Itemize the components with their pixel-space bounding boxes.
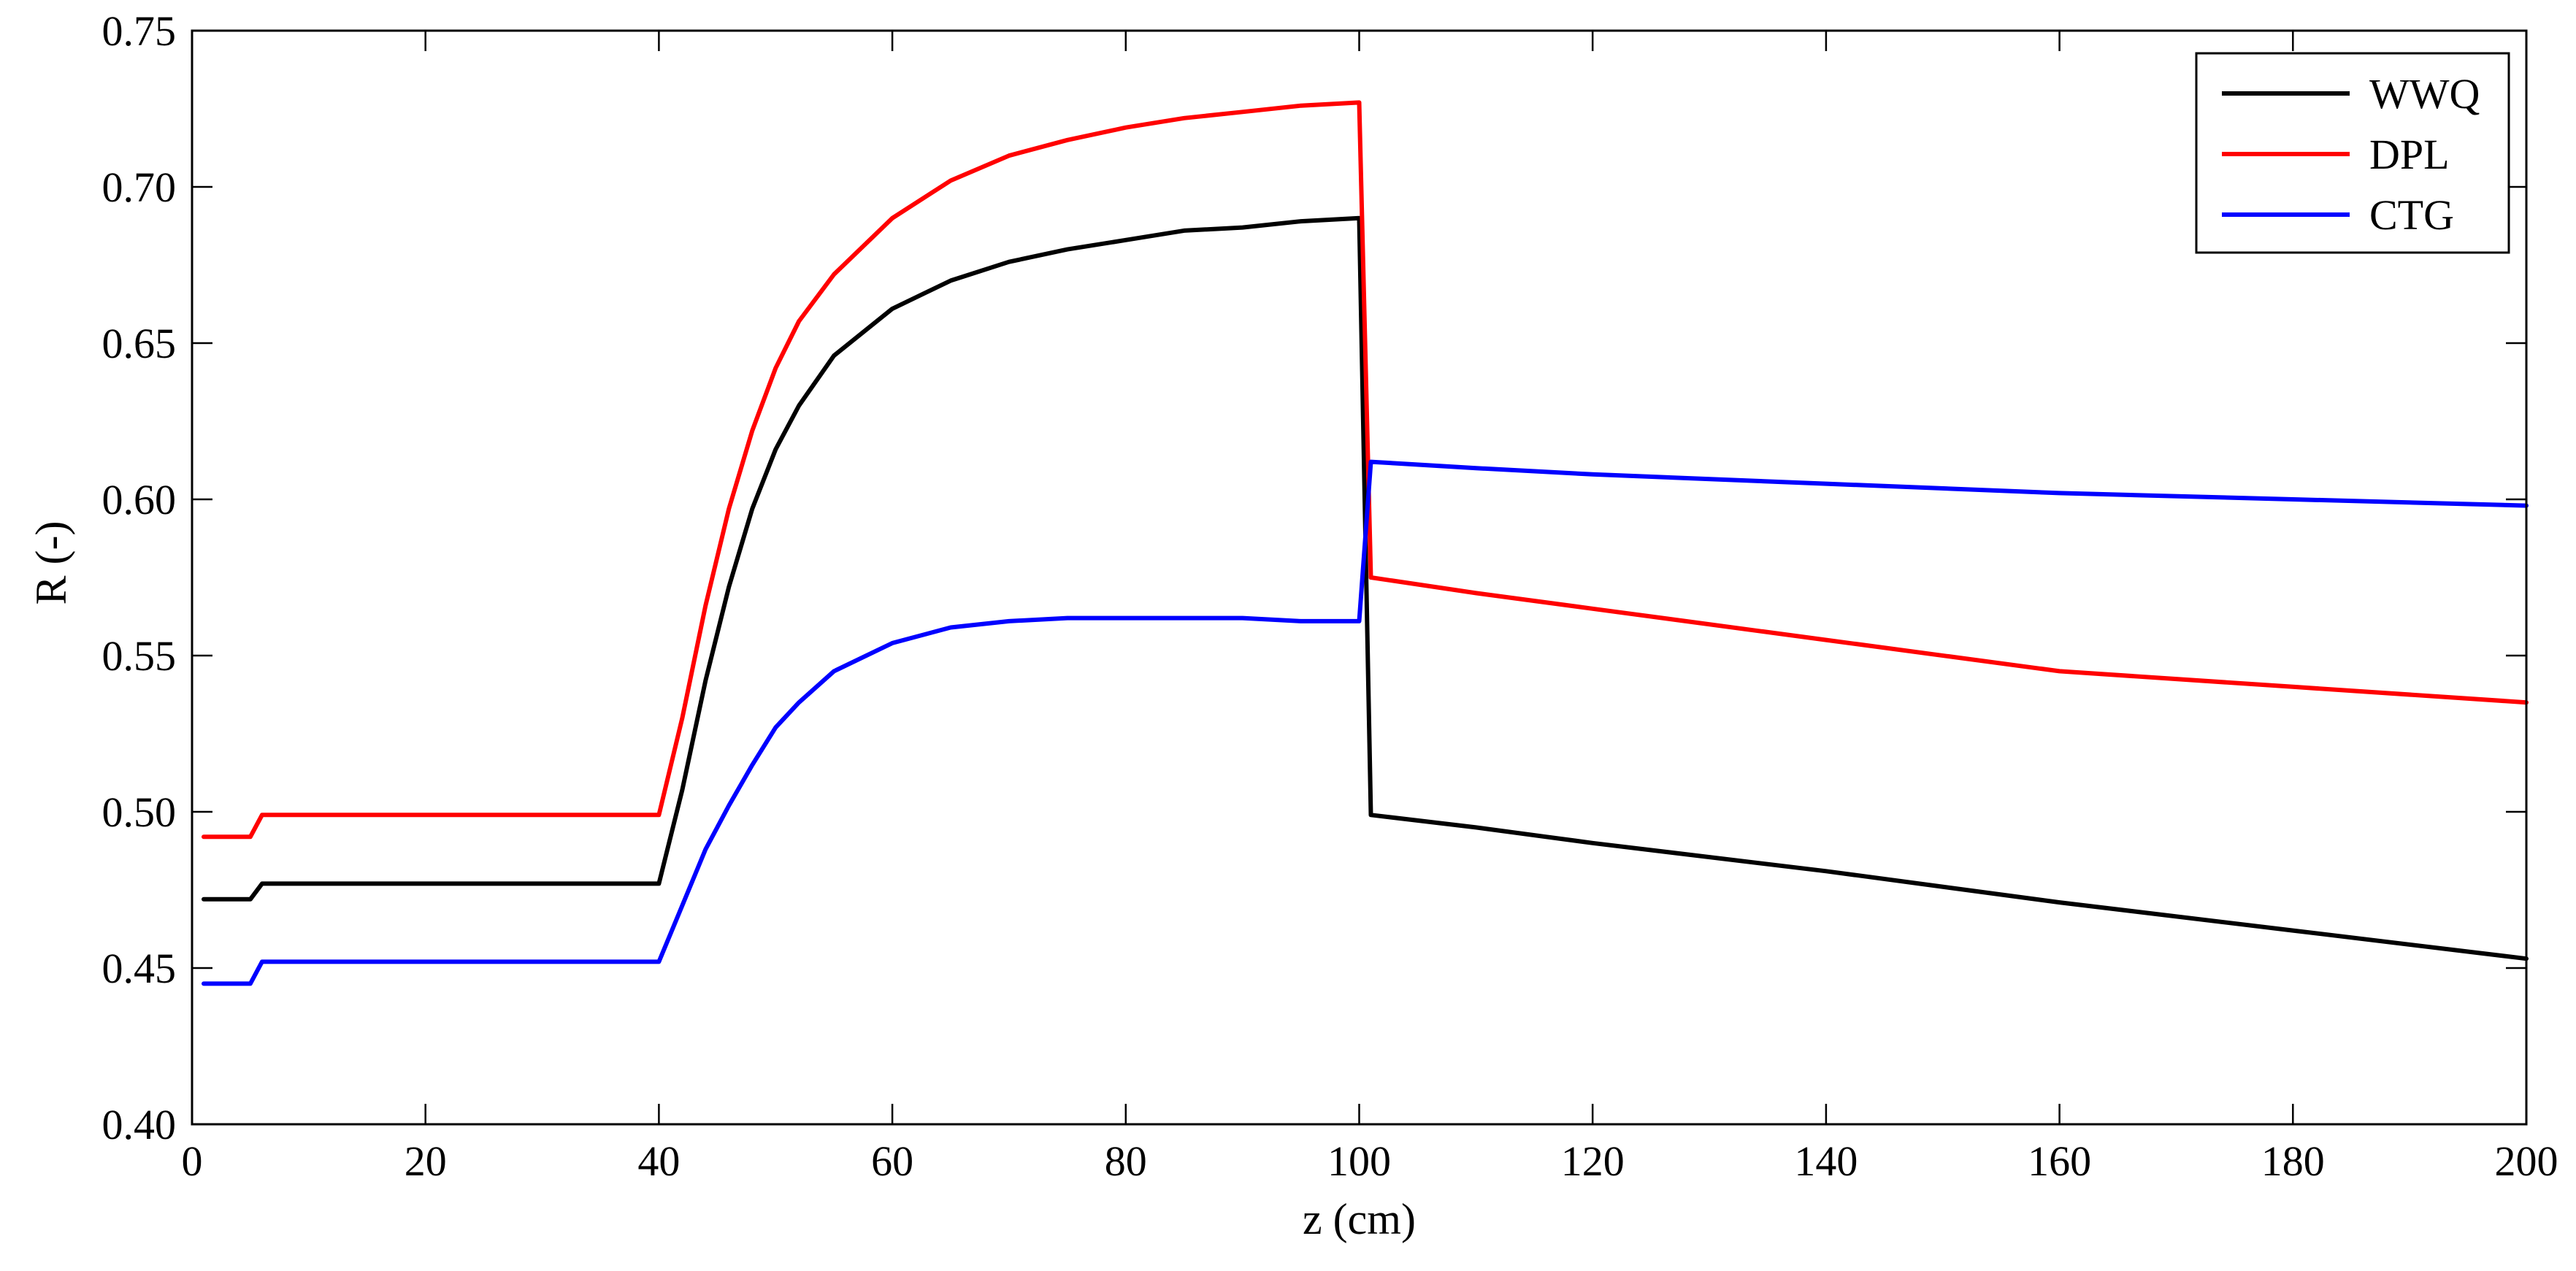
legend-label: CTG	[2369, 191, 2454, 239]
x-axis-label: z (cm)	[1303, 1195, 1416, 1243]
x-tick-label: 20	[405, 1137, 447, 1185]
legend-label: WWQ	[2369, 70, 2480, 118]
y-tick-label: 0.65	[102, 320, 177, 367]
y-tick-label: 0.50	[102, 788, 177, 836]
x-tick-label: 160	[2028, 1137, 2091, 1185]
y-tick-label: 0.75	[102, 7, 177, 55]
x-tick-label: 100	[1327, 1137, 1391, 1185]
x-tick-label: 80	[1105, 1137, 1147, 1185]
x-tick-label: 120	[1561, 1137, 1625, 1185]
y-tick-label: 0.40	[102, 1101, 177, 1148]
x-tick-label: 180	[2261, 1137, 2325, 1185]
y-axis-label: R (-)	[27, 521, 75, 605]
series-line-wwq	[202, 215, 2529, 961]
x-tick-label: 200	[2495, 1137, 2558, 1185]
y-tick-label: 0.45	[102, 945, 177, 992]
x-tick-label: 40	[637, 1137, 680, 1185]
plot-area	[192, 31, 2526, 1124]
series-line-ctg	[202, 459, 2529, 986]
series-line-dpl	[202, 100, 2529, 840]
x-tick-label: 0	[182, 1137, 203, 1185]
tick-labels: 0 20 40 60 80 100 120 140 160 180 200 0.40 0.45 0.50 0…	[102, 7, 2558, 1185]
legend: WWQ DPL CTG	[2195, 52, 2510, 254]
legend-label: DPL	[2369, 131, 2450, 178]
x-tick-label: 60	[871, 1137, 913, 1185]
y-tick-label: 0.55	[102, 632, 177, 680]
x-tick-label: 140	[1794, 1137, 1858, 1185]
series-layer	[202, 100, 2529, 986]
y-tick-label: 0.70	[102, 164, 177, 211]
y-tick-label: 0.60	[102, 476, 177, 523]
plot-frame	[191, 29, 2528, 1126]
